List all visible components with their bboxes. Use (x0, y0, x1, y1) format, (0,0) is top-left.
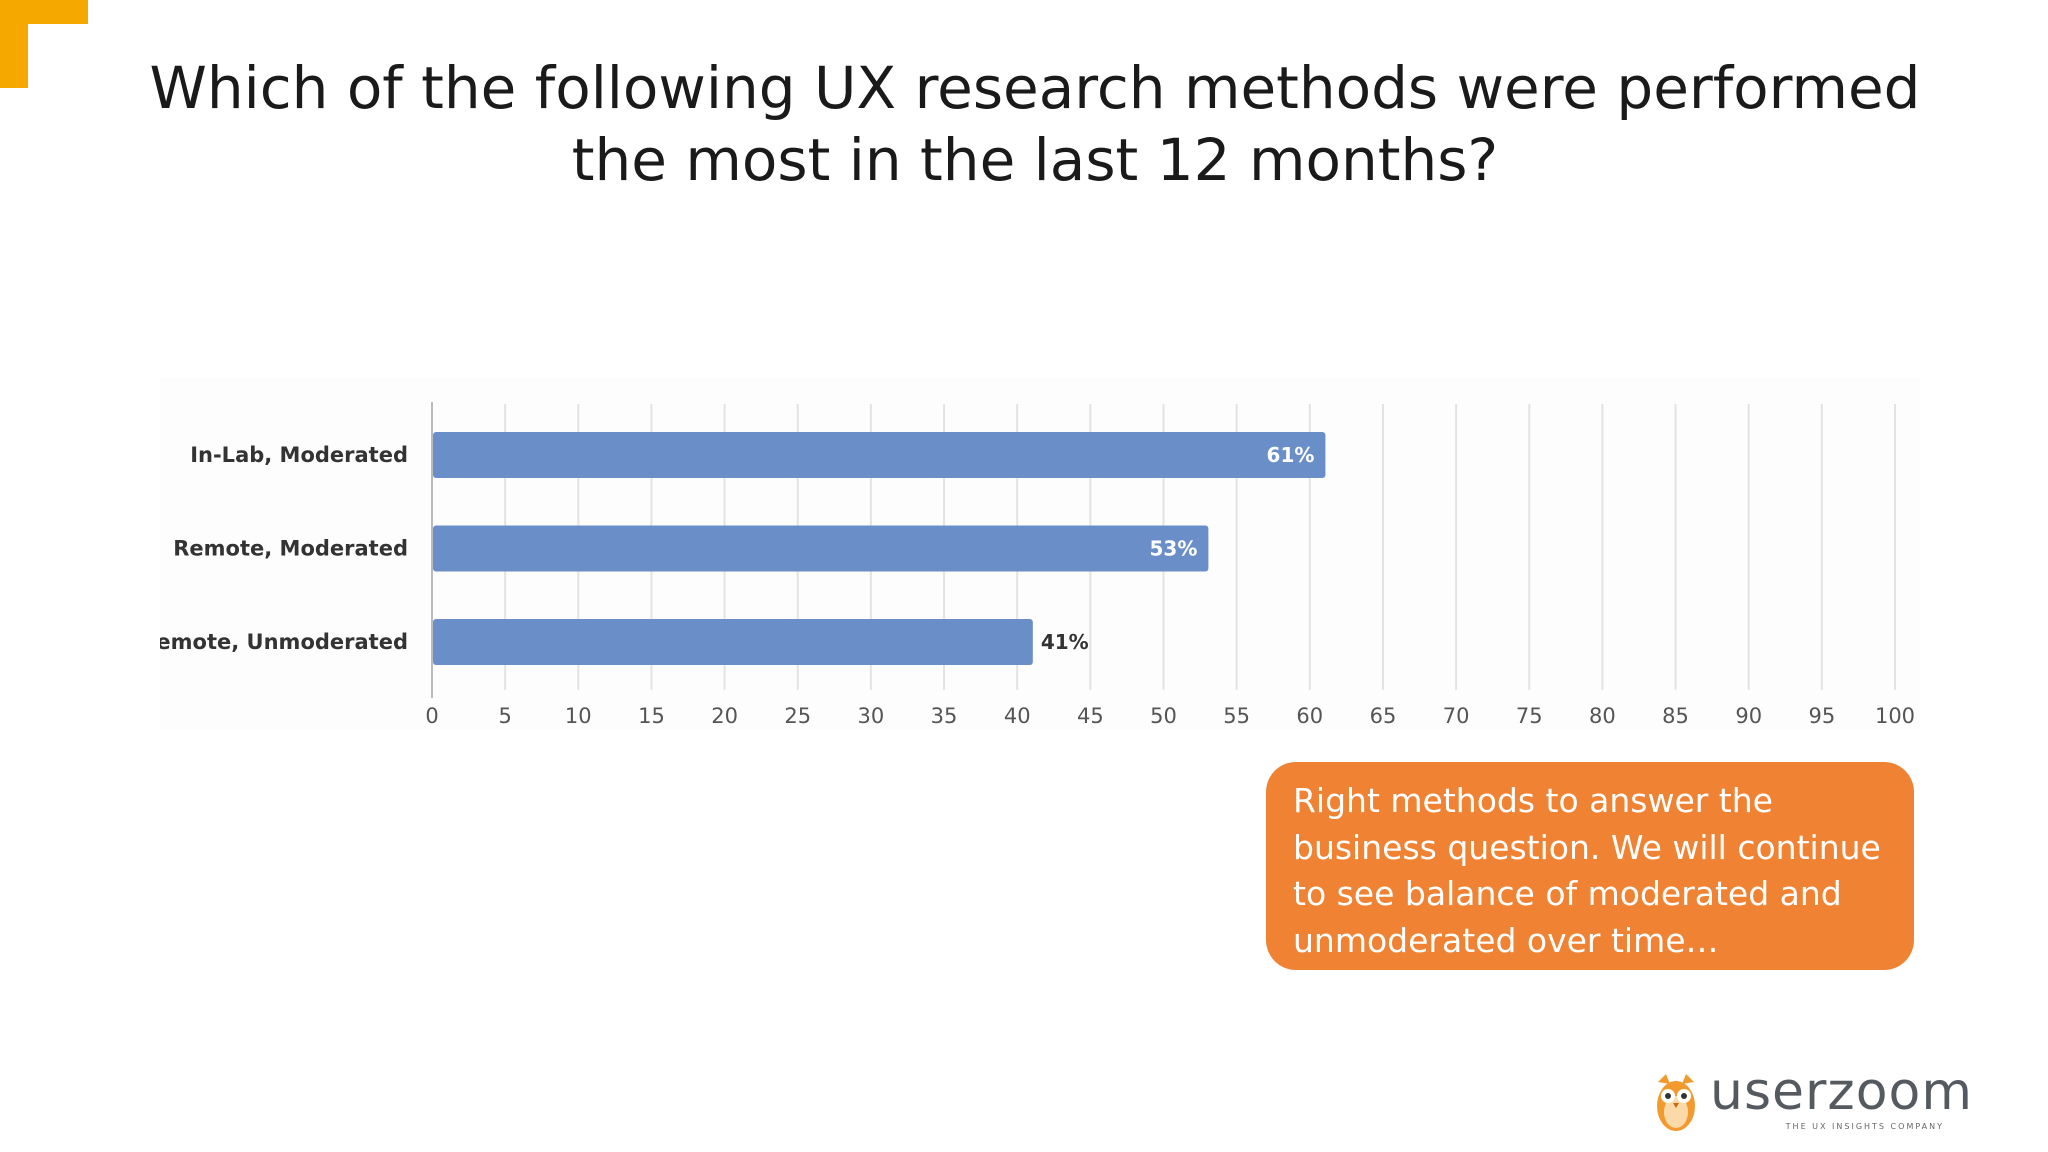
x-tick-label: 20 (711, 704, 738, 728)
logo-wordmark: userzoom (1710, 1062, 1973, 1122)
x-tick-label: 65 (1370, 704, 1397, 728)
x-tick-label: 75 (1516, 704, 1543, 728)
x-tick-label: 10 (565, 704, 592, 728)
logo-tagline: THE UX INSIGHTS COMPANY (1785, 1122, 1944, 1131)
x-tick-label: 15 (638, 704, 665, 728)
bar (433, 432, 1326, 478)
x-tick-label: 90 (1735, 704, 1762, 728)
category-label: In-Lab, Moderated (190, 443, 408, 467)
x-tick-label: 85 (1662, 704, 1689, 728)
category-label: Remote, Moderated (173, 537, 408, 561)
x-tick-label: 95 (1808, 704, 1835, 728)
callout-box: Right methods to answer the business que… (1266, 762, 1914, 970)
x-tick-label: 0 (425, 704, 438, 728)
userzoom-logo: userzoom THE UX INSIGHTS COMPANY (1652, 1062, 1972, 1136)
x-tick-label: 60 (1296, 704, 1323, 728)
owl-icon (1657, 1074, 1695, 1131)
x-tick-label: 40 (1004, 704, 1031, 728)
x-tick-label: 55 (1223, 704, 1250, 728)
chart-panel: 0 5 10 15 20 25 30 35 40 45 50 55 60 65 70 75 80 85 90 95 10… (160, 378, 1920, 730)
bars: 61% 53% 41% (433, 432, 1326, 665)
corner-accent-mark (0, 0, 88, 88)
x-axis: 0 5 10 15 20 25 30 35 40 45 50 55 60 65 70 75 80 85 90 95 10… (425, 402, 1915, 728)
callout-text: Right methods to answer the business que… (1293, 781, 1881, 960)
x-tick-label: 70 (1443, 704, 1470, 728)
x-tick-label: 45 (1077, 704, 1104, 728)
x-tick-label: 25 (784, 704, 811, 728)
x-tick-label: 50 (1150, 704, 1177, 728)
bar-value-label: 53% (1150, 537, 1198, 561)
bar-value-label: 41% (1041, 630, 1089, 654)
x-tick-label: 35 (931, 704, 958, 728)
category-labels: In-Lab, Moderated Remote, Moderated Remote… (160, 443, 408, 654)
x-tick-label: 80 (1589, 704, 1616, 728)
x-tick-label: 100 (1875, 704, 1915, 728)
x-tick-label: 5 (498, 704, 511, 728)
category-label: Remote, Unmoderated (160, 630, 408, 654)
bar (433, 619, 1033, 665)
x-tick-label: 30 (858, 704, 885, 728)
slide-title: Which of the following UX research metho… (149, 54, 1921, 194)
bar-value-label: 61% (1267, 443, 1315, 467)
bar (433, 525, 1209, 572)
bar-chart: 0 5 10 15 20 25 30 35 40 45 50 55 60 65 70 75 80 85 90 95 10… (160, 402, 1915, 728)
